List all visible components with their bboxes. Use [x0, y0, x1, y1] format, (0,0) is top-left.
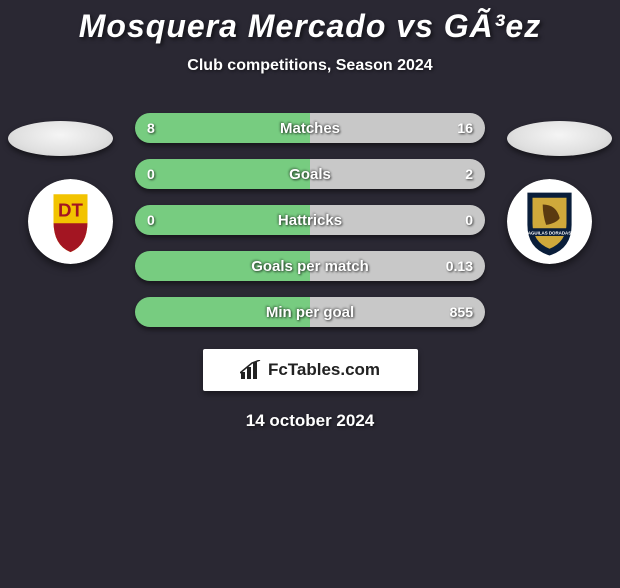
stat-rows: 8 Matches 16 0 Goals 2 0 Hattricks 0 Goals per ma…	[135, 113, 485, 327]
stat-value-right: 0.13	[446, 251, 473, 281]
stat-value-right: 16	[457, 113, 473, 143]
stat-label: Goals per match	[251, 258, 369, 275]
flag-right	[507, 121, 612, 156]
date-text: 14 october 2024	[0, 411, 620, 431]
stat-value-right: 2	[465, 159, 473, 189]
brand-text: FcTables.com	[268, 360, 380, 380]
stat-value-left: 0	[147, 205, 155, 235]
club-crest-right: AGUILAS DORADAS	[507, 179, 592, 264]
stat-row: 0 Goals 2	[135, 159, 485, 189]
stat-row: Min per goal 855	[135, 297, 485, 327]
crest-left-letters: DT	[58, 199, 83, 220]
flag-left	[8, 121, 113, 156]
crest-right-banner-text: AGUILAS DORADAS	[528, 230, 571, 235]
stat-value-left: 8	[147, 113, 155, 143]
brand-box[interactable]: FcTables.com	[203, 349, 418, 391]
stat-value-right: 855	[450, 297, 473, 327]
page-title: Mosquera Mercado vs GÃ³ez	[0, 8, 620, 45]
stat-label: Hattricks	[278, 212, 342, 229]
stat-label: Goals	[289, 166, 331, 183]
stat-row: Goals per match 0.13	[135, 251, 485, 281]
stat-value-left: 0	[147, 159, 155, 189]
stat-label: Min per goal	[266, 304, 354, 321]
stat-row: 0 Hattricks 0	[135, 205, 485, 235]
stat-label: Matches	[280, 120, 340, 137]
stat-row: 8 Matches 16	[135, 113, 485, 143]
subtitle: Club competitions, Season 2024	[0, 57, 620, 75]
bars-icon	[240, 360, 262, 380]
club-crest-left: DT	[28, 179, 113, 264]
stat-value-right: 0	[465, 205, 473, 235]
stats-area: DT AGUILAS DORADAS 8 Matches 16 0 Goals 2 0 Hat…	[0, 113, 620, 327]
